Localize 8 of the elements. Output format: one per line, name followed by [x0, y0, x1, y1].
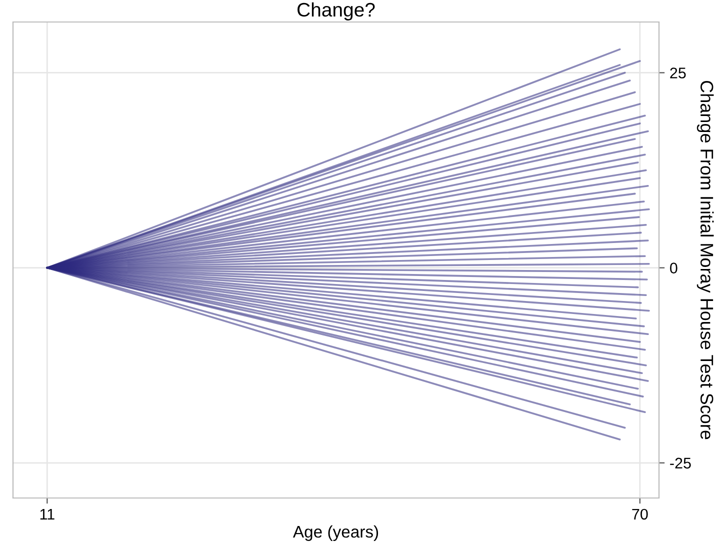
y-tick-label: 0 [670, 262, 678, 274]
chart-title: Change? [298, 2, 375, 20]
x-tick-label: 11 [40, 508, 54, 520]
x-axis-title: Age (years) [292, 525, 378, 541]
y-tick-label: -25 [670, 458, 691, 469]
x-tick-label: 70 [632, 508, 648, 520]
y-tick-label: 25 [670, 68, 686, 78]
y-axis-title: Change From Initial Moray House Test Score [696, 80, 714, 440]
